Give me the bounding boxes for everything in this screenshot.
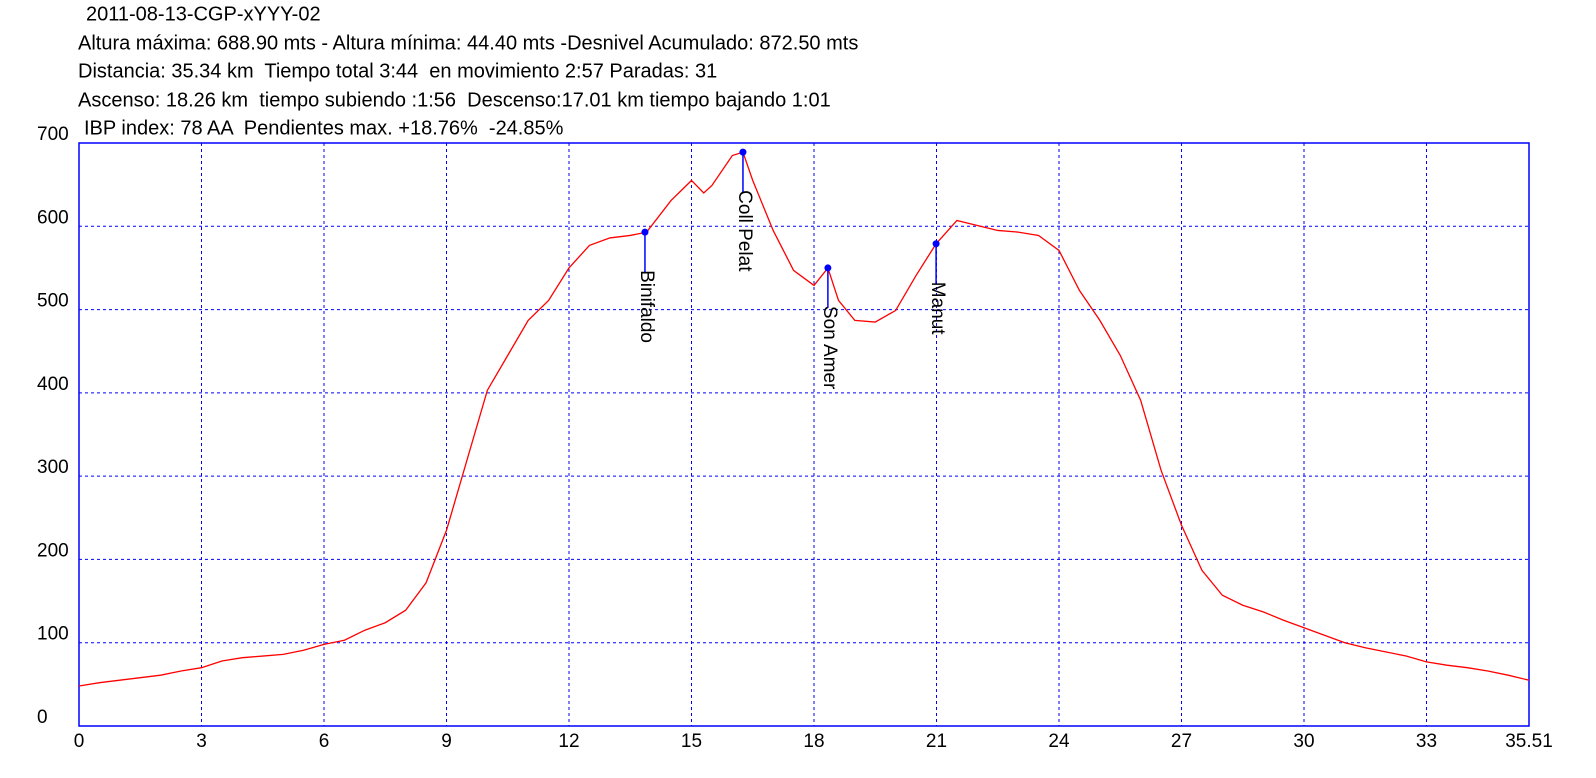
subtitle: Altura máxima: 688.90 mts - Altura mínim… — [78, 32, 858, 54]
y-tick-label: 400 — [37, 374, 69, 395]
y-tick-label: 700 — [37, 124, 69, 145]
waypoint-label: Binifaldo — [636, 270, 657, 343]
x-tick-label: 9 — [441, 731, 452, 752]
x-tick-label: 30 — [1293, 731, 1314, 752]
waypoint-label: Son Amer — [819, 306, 840, 390]
waypoint-marker — [641, 228, 649, 236]
x-tick-label: 24 — [1048, 731, 1070, 752]
x-tick-label: 35.51 — [1505, 731, 1553, 752]
x-tick-label: 12 — [558, 731, 579, 752]
waypoint-marker — [932, 240, 940, 248]
plot-frame — [78, 142, 1530, 727]
x-tick-label: 18 — [803, 731, 824, 752]
y-tick-label: 200 — [37, 540, 69, 561]
x-tick-label: 21 — [926, 731, 947, 752]
waypoint-marker — [739, 148, 747, 156]
y-tick-label: 100 — [37, 624, 69, 645]
waypoint-marker — [824, 264, 832, 272]
x-tick-label: 15 — [681, 731, 702, 752]
elevation-line — [78, 151, 1530, 687]
subtitle: Ascenso: 18.26 km tiempo subiendo :1:56 … — [78, 89, 831, 111]
y-tick-label: 0 — [37, 707, 48, 728]
y-tick-label: 600 — [37, 207, 69, 228]
x-tick-label: 6 — [319, 731, 330, 752]
chart-title: 2011-08-13-CGP-xYYY-02 — [86, 3, 321, 25]
waypoint-label: Coll Pelat — [734, 190, 755, 272]
x-tick-label: 33 — [1416, 731, 1437, 752]
y-tick-label: 300 — [37, 457, 69, 478]
x-tick-label: 27 — [1171, 731, 1192, 752]
subtitle: Distancia: 35.34 km Tiempo total 3:44 en… — [78, 60, 717, 82]
y-tick-label: 500 — [37, 291, 69, 312]
x-tick-label: 3 — [196, 731, 207, 752]
waypoint-label: Manut — [927, 282, 948, 336]
subtitle: IBP index: 78 AA Pendientes max. +18.76%… — [84, 117, 564, 139]
x-tick-label: 0 — [74, 731, 85, 752]
